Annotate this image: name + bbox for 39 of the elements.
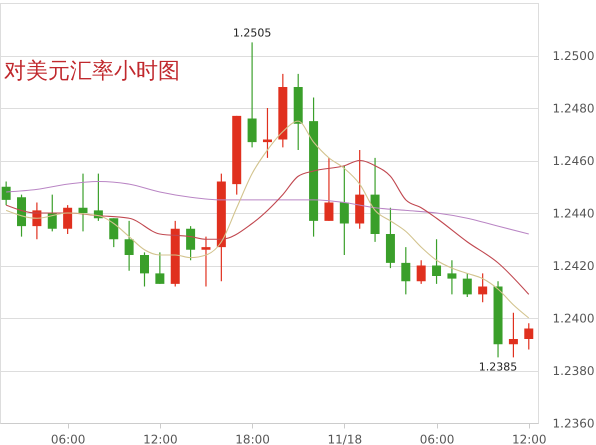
candlestick — [124, 220, 134, 272]
candlestick — [524, 322, 534, 350]
candlestick — [78, 173, 88, 232]
candlestick — [248, 42, 257, 148]
candlestick — [432, 238, 442, 284]
annotation: 1.2385 — [478, 360, 518, 374]
y-tick-label: 1.2400 — [552, 312, 594, 326]
x-tick-label: 11/18 — [328, 432, 362, 445]
candlestick — [48, 194, 57, 232]
text: 对美元汇率小时图 — [4, 59, 180, 84]
candlestick — [109, 218, 118, 248]
x-tick-label: 12:00 — [143, 432, 178, 445]
candlestick — [462, 272, 472, 298]
candlestick — [2, 180, 11, 206]
candlestick — [508, 312, 518, 358]
y-tick-label: 1.2420 — [552, 259, 594, 273]
candlestick — [186, 226, 196, 261]
y-tick-label: 1.2440 — [552, 206, 594, 220]
candlestick — [262, 107, 272, 158]
x-tick-label: 12:00 — [512, 432, 547, 445]
candlestick — [401, 246, 410, 295]
y-tick-label: 1.2500 — [552, 49, 594, 63]
candlestick — [140, 252, 149, 288]
x-tick-label: 06:00 — [50, 432, 86, 445]
candlestick — [447, 260, 456, 295]
x-tick-label: 18:00 — [235, 432, 270, 445]
y-tick-label: 1.2460 — [552, 154, 594, 168]
candlestick — [478, 272, 488, 303]
candlestick — [201, 236, 210, 288]
y-tick-label: 1.2380 — [552, 364, 594, 378]
candlestick — [155, 252, 164, 284]
candlestick — [416, 260, 426, 284]
candlestick — [324, 157, 334, 222]
candlestick — [63, 204, 72, 235]
annotation: 1.2505 — [232, 26, 272, 40]
candlestick — [340, 165, 349, 256]
y-tick-label: 1.2360 — [552, 416, 594, 430]
x-tick-label: 06:00 — [420, 432, 454, 445]
y-tick-label: 1.2480 — [552, 102, 594, 116]
